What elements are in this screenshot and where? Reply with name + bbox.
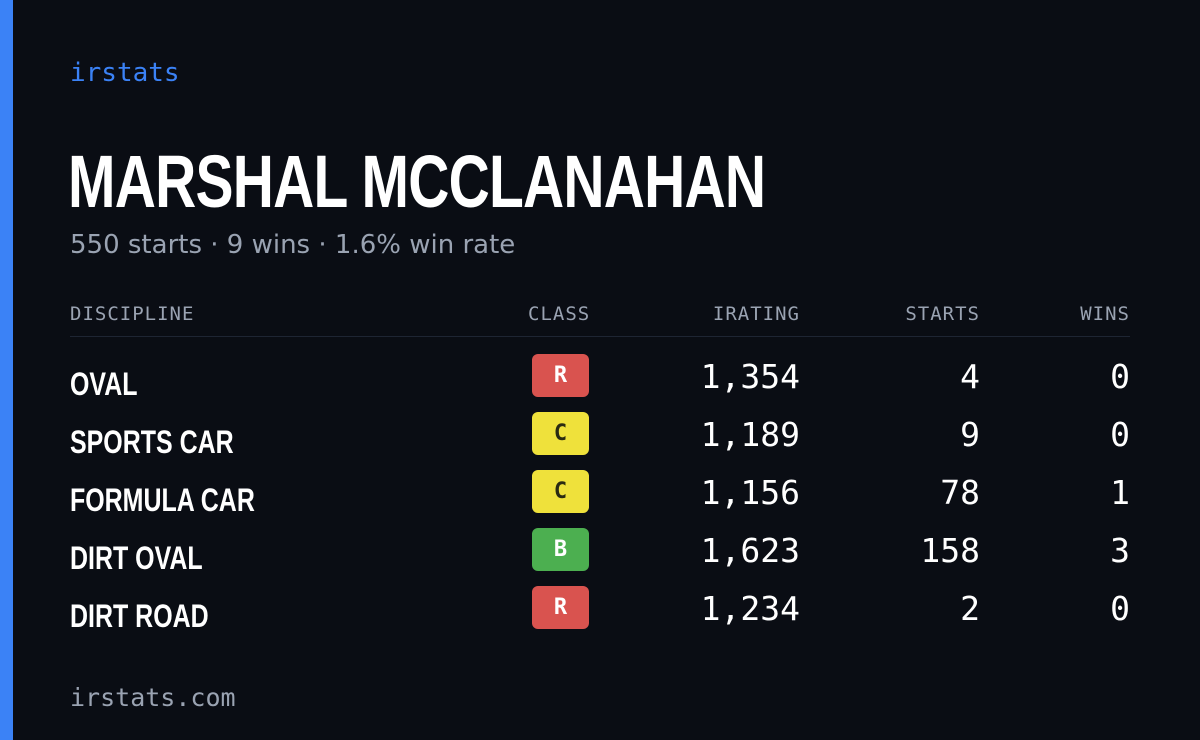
table-row: FORMULA CAR C 1,156 78 1 bbox=[70, 468, 1130, 526]
wins-value: 1 bbox=[1110, 473, 1130, 512]
discipline-label: OVAL bbox=[70, 366, 138, 402]
irating-value: 1,189 bbox=[700, 415, 800, 454]
header-irating: IRATING bbox=[712, 303, 800, 325]
irating-value: 1,354 bbox=[700, 357, 800, 396]
irating-value: 1,156 bbox=[700, 473, 800, 512]
class-badge: R bbox=[532, 354, 589, 397]
discipline-label: DIRT ROAD bbox=[70, 598, 209, 634]
table-row: OVAL R 1,354 4 0 bbox=[70, 352, 1130, 410]
wins-value: 0 bbox=[1110, 357, 1130, 396]
class-badge: C bbox=[532, 470, 589, 513]
brand-logo: irstats bbox=[70, 58, 180, 88]
header-starts: STARTS bbox=[905, 303, 980, 325]
header-divider bbox=[70, 336, 1130, 337]
irating-value: 1,623 bbox=[700, 531, 800, 570]
table-row: DIRT OVAL B 1,623 158 3 bbox=[70, 526, 1130, 584]
discipline-label: SPORTS CAR bbox=[70, 424, 234, 460]
accent-bar bbox=[0, 0, 13, 740]
starts-value: 158 bbox=[920, 531, 980, 570]
discipline-label: DIRT OVAL bbox=[70, 540, 203, 576]
header-wins: WINS bbox=[1080, 303, 1130, 325]
stats-table: OVAL R 1,354 4 0 SPORTS CAR C 1,189 9 0 … bbox=[70, 352, 1130, 642]
starts-value: 78 bbox=[940, 473, 980, 512]
table-header: DISCIPLINE CLASS IRATING STARTS WINS bbox=[70, 298, 1130, 330]
irating-value: 1,234 bbox=[700, 589, 800, 628]
wins-value: 0 bbox=[1110, 589, 1130, 628]
footer-url[interactable]: irstats.com bbox=[70, 683, 236, 712]
starts-value: 2 bbox=[960, 589, 980, 628]
driver-name: MARSHAL MCCLANAHAN bbox=[68, 140, 766, 223]
header-class: CLASS bbox=[528, 303, 591, 325]
starts-value: 4 bbox=[960, 357, 980, 396]
wins-value: 0 bbox=[1110, 415, 1130, 454]
class-badge: R bbox=[532, 586, 589, 629]
table-row: SPORTS CAR C 1,189 9 0 bbox=[70, 410, 1130, 468]
driver-summary: 550 starts · 9 wins · 1.6% win rate bbox=[70, 230, 516, 260]
discipline-label: FORMULA CAR bbox=[70, 482, 255, 518]
starts-value: 9 bbox=[960, 415, 980, 454]
class-badge: B bbox=[532, 528, 589, 571]
header-discipline: DISCIPLINE bbox=[70, 303, 195, 325]
class-badge: C bbox=[532, 412, 589, 455]
wins-value: 3 bbox=[1110, 531, 1130, 570]
table-row: DIRT ROAD R 1,234 2 0 bbox=[70, 584, 1130, 642]
